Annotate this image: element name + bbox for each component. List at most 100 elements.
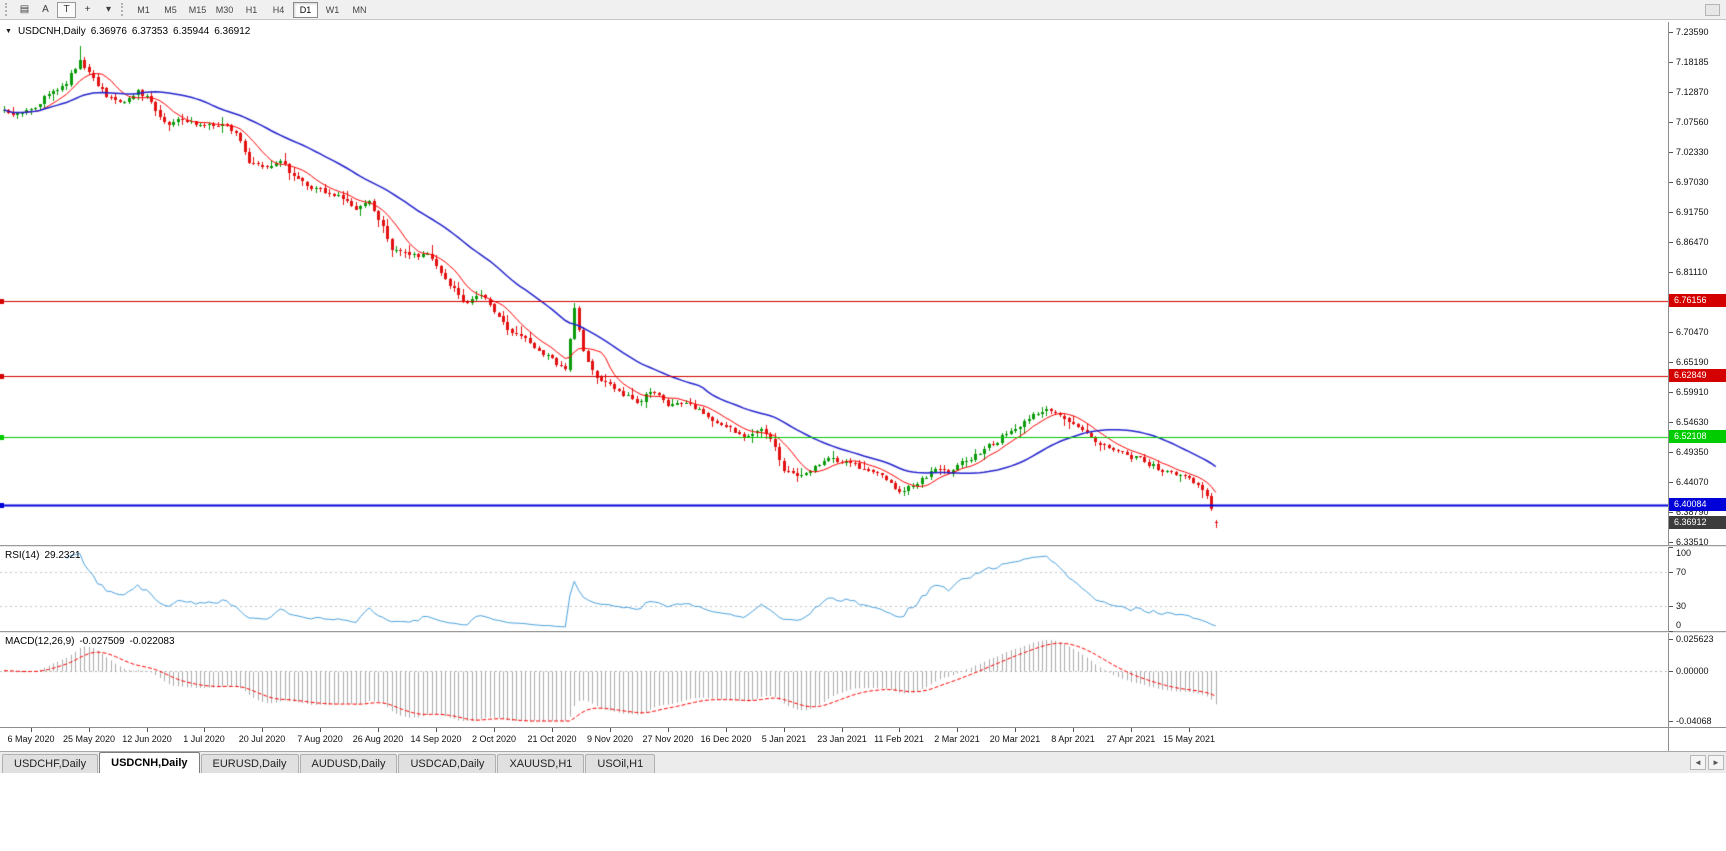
ohlc-high-value: 6.37353 (131, 26, 169, 37)
price-axis[interactable] (1668, 22, 1726, 751)
macd-axis-label: 0.00000 (1676, 666, 1709, 676)
timeframe-button-h1[interactable]: H1 (245, 4, 258, 15)
time-axis-tick (320, 728, 321, 732)
macd-main-value: -0.027509 (79, 636, 125, 647)
rsi-axis-label: 30 (1676, 601, 1687, 611)
price-axis-tick (1669, 392, 1673, 393)
time-axis-label: 20 Jul 2020 (238, 734, 286, 744)
time-axis-label: 14 Sep 2020 (410, 734, 462, 744)
time-axis-tick (1015, 728, 1016, 732)
chart-tab-usoil-h1[interactable]: USOil,H1 (585, 754, 656, 773)
time-axis-tick (957, 728, 958, 732)
time-axis-label: 1 Jul 2020 (183, 734, 225, 744)
time-axis-tick (1189, 728, 1190, 732)
time-axis[interactable] (0, 728, 1668, 751)
macd-axis-tick (1669, 671, 1673, 672)
text-tool-button[interactable]: T (57, 1, 76, 18)
tabs-scroll-right-button[interactable]: ► (1708, 755, 1724, 770)
price-axis-tick (1669, 122, 1673, 123)
chart-tab-usdchf-daily[interactable]: USDCHF,Daily (2, 754, 99, 773)
price-axis-label: 6.97030 (1676, 177, 1709, 187)
rsi-axis-tick (1669, 631, 1673, 632)
timeframe-button-d1[interactable]: D1 (293, 1, 318, 18)
price-axis-tick (1669, 212, 1673, 213)
price-axis-tick (1669, 272, 1673, 273)
price-axis-label: 7.18185 (1676, 57, 1709, 67)
chart-tab-xauusd-h1[interactable]: XAUUSD,H1 (497, 754, 585, 773)
ohlc-close-value: 6.36912 (214, 26, 251, 37)
price-axis-label: 6.91750 (1676, 207, 1709, 217)
time-axis-label: 2 Oct 2020 (471, 734, 517, 744)
time-axis-label: 20 Mar 2021 (989, 734, 1041, 744)
timeframe-button-h4[interactable]: H4 (272, 4, 285, 15)
time-axis-tick (842, 728, 843, 732)
rsi-name: RSI(14) (5, 550, 40, 561)
macd-name: MACD(12,26,9) (5, 636, 75, 647)
crosshair-tool-button[interactable]: + (84, 4, 91, 15)
chart-ohlc-title: ▼ USDCNH,Daily 6.36976 6.37353 6.35944 6… (5, 26, 250, 37)
rsi-axis-tick (1669, 547, 1673, 548)
rsi-pane-label: RSI(14) 29.2321 (5, 550, 81, 561)
toolbar-grip (5, 3, 9, 16)
time-axis-tick (378, 728, 379, 732)
font-tool-button[interactable]: A (42, 4, 49, 15)
chart-tab-usdcnh-daily[interactable]: USDCNH,Daily (99, 752, 200, 773)
price-axis-tick (1669, 62, 1673, 63)
tab-scroll-arrows: ◄ ► (1690, 755, 1724, 773)
time-axis-tick (262, 728, 263, 732)
time-axis-tick (784, 728, 785, 732)
time-axis-tick (204, 728, 205, 732)
timeframe-button-w1[interactable]: W1 (325, 4, 340, 15)
price-axis-tick (1669, 182, 1673, 183)
macd-axis-tick (1669, 721, 1673, 722)
tools-dropdown-arrow[interactable]: ▾ (105, 4, 112, 15)
macd-axis-label: 0.025623 (1676, 634, 1714, 644)
chart-symbol-label: USDCNH,Daily (17, 26, 86, 37)
tabs-scroll-left-button[interactable]: ◄ (1690, 755, 1706, 770)
pane-separator[interactable] (0, 545, 1726, 547)
price-axis-label: 6.65190 (1676, 357, 1709, 367)
rsi-indicator-canvas[interactable] (0, 547, 1668, 631)
top-toolbar: ▤ A T + ▾ M1 M5 M15 M30 H1 H4 D1 W1 MN (0, 0, 1726, 20)
timeframe-button-m1[interactable]: M1 (137, 4, 150, 15)
macd-signal-value: -0.022083 (129, 636, 175, 647)
rsi-axis-label: 70 (1676, 567, 1687, 577)
rsi-axis-tick (1669, 572, 1673, 573)
time-axis-tick (899, 728, 900, 732)
price-axis-tick (1669, 242, 1673, 243)
price-axis-label: 6.59910 (1676, 387, 1709, 397)
timeframe-button-m5[interactable]: M5 (164, 4, 177, 15)
current-price-badge: 6.36912 (1669, 516, 1726, 529)
time-axis-tick (726, 728, 727, 732)
price-axis-tick (1669, 32, 1673, 33)
rsi-axis-tick (1669, 606, 1673, 607)
time-axis-label: 15 May 2021 (1162, 734, 1216, 744)
timeframe-button-mn[interactable]: MN (352, 4, 367, 15)
price-chart-canvas[interactable] (0, 22, 1668, 545)
rsi-axis-label: 100 (1676, 548, 1692, 558)
price-axis-label: 6.54630 (1676, 417, 1709, 427)
price-axis-label: 6.86470 (1676, 237, 1709, 247)
time-axis-label: 16 Dec 2020 (700, 734, 752, 744)
time-axis-label: 7 Aug 2020 (297, 734, 343, 744)
chart-tab-audusd-daily[interactable]: AUDUSD,Daily (299, 754, 398, 773)
chart-tab-usdcad-daily[interactable]: USDCAD,Daily (398, 754, 497, 773)
toolbar-corner-box[interactable] (1705, 4, 1720, 16)
pane-separator[interactable] (0, 631, 1726, 633)
price-axis-label: 7.23590 (1676, 27, 1709, 37)
price-axis-tick (1669, 512, 1673, 513)
price-axis-tick (1669, 92, 1673, 93)
chart-tab-eurusd-daily[interactable]: EURUSD,Daily (200, 754, 299, 773)
timeframe-button-m30[interactable]: M30 (215, 4, 234, 15)
price-axis-tick (1669, 422, 1673, 423)
timeframe-button-m15[interactable]: M15 (188, 4, 207, 15)
chart-dropdown-icon[interactable]: ▼ (5, 28, 12, 35)
macd-indicator-canvas[interactable] (0, 633, 1668, 727)
time-axis-label: 25 May 2020 (62, 734, 116, 744)
time-axis-separator (0, 727, 1726, 728)
time-axis-label: 12 Jun 2020 (122, 734, 172, 744)
chart-tabs: USDCHF,Daily USDCNH,Daily EURUSD,Daily AUDU… (2, 752, 656, 773)
time-axis-label: 27 Apr 2021 (1106, 734, 1156, 744)
hline-price-badge: 6.40084 (1669, 498, 1726, 511)
chart-display-icon[interactable]: ▤ (19, 4, 30, 15)
